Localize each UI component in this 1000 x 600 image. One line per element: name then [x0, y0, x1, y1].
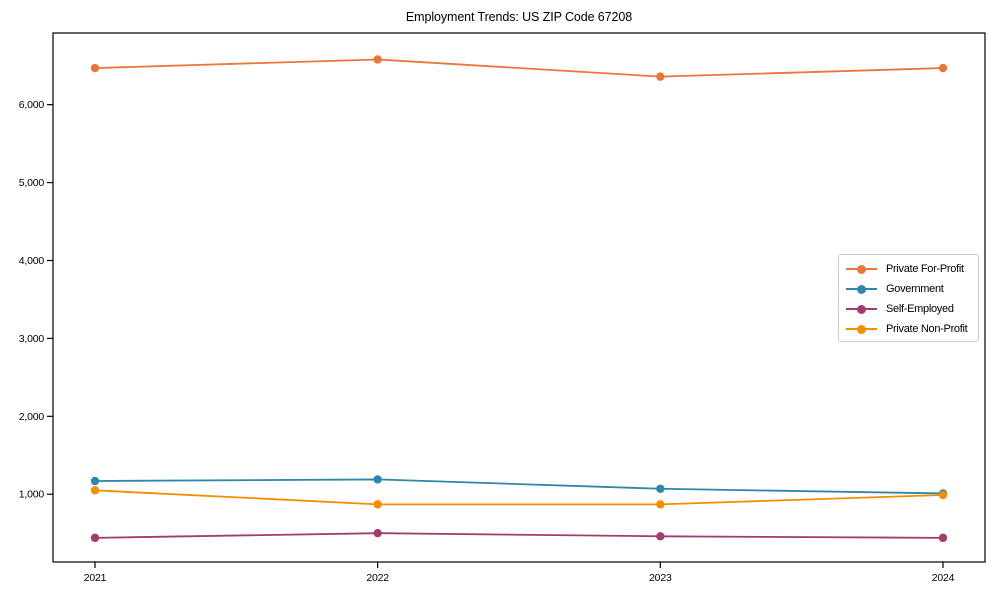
- x-tick-label: 2023: [649, 572, 672, 584]
- data-point-marker: [938, 533, 948, 543]
- data-point-marker: [90, 486, 100, 495]
- legend-item: Self-Employed: [846, 299, 978, 319]
- y-tick-label: 3,000: [19, 333, 45, 345]
- data-point-marker: [373, 500, 382, 509]
- legend-marker-icon: [846, 324, 877, 334]
- y-tick-label: 1,000: [19, 489, 45, 501]
- legend-item: Private Non-Profit: [846, 319, 978, 339]
- y-tick-label: 6,000: [19, 99, 45, 111]
- x-tick-label: 2024: [932, 572, 955, 584]
- data-point-marker: [90, 63, 100, 73]
- series-line: [94, 478, 944, 495]
- legend-marker-icon: [846, 284, 877, 294]
- data-point-marker: [90, 476, 100, 486]
- data-point-marker: [656, 500, 665, 509]
- data-point-marker: [90, 533, 100, 543]
- legend-label: Self-Employed: [886, 303, 954, 315]
- data-point-marker: [656, 532, 665, 541]
- data-point-marker: [656, 484, 665, 493]
- legend-label: Government: [886, 283, 944, 295]
- legend-marker-icon: [846, 264, 877, 274]
- data-point-marker: [373, 475, 382, 484]
- y-tick-label: 2,000: [19, 411, 45, 423]
- series-line: [94, 58, 944, 78]
- data-point-marker: [938, 490, 948, 500]
- legend-marker-icon: [846, 304, 877, 314]
- data-point-marker: [938, 63, 948, 73]
- legend-item: Private For-Profit: [846, 259, 978, 279]
- legend-label: Private Non-Profit: [886, 323, 968, 335]
- y-tick-label: 5,000: [19, 177, 45, 189]
- data-point-marker: [373, 528, 382, 538]
- chart-title: Employment Trends: US ZIP Code 67208: [405, 10, 633, 24]
- y-tick-label: 4,000: [19, 255, 45, 267]
- series-line: [94, 532, 944, 539]
- legend-item: Government: [846, 279, 978, 299]
- x-tick-label: 2021: [84, 572, 107, 584]
- plot-frame: [52, 32, 986, 563]
- data-point-marker: [656, 72, 665, 81]
- series-line: [94, 489, 944, 506]
- legend-label: Private For-Profit: [886, 263, 964, 275]
- x-tick-label: 2022: [366, 572, 389, 584]
- chart-legend: Private For-Profit Government Self-Employe…: [838, 254, 979, 342]
- data-point-marker: [373, 55, 382, 64]
